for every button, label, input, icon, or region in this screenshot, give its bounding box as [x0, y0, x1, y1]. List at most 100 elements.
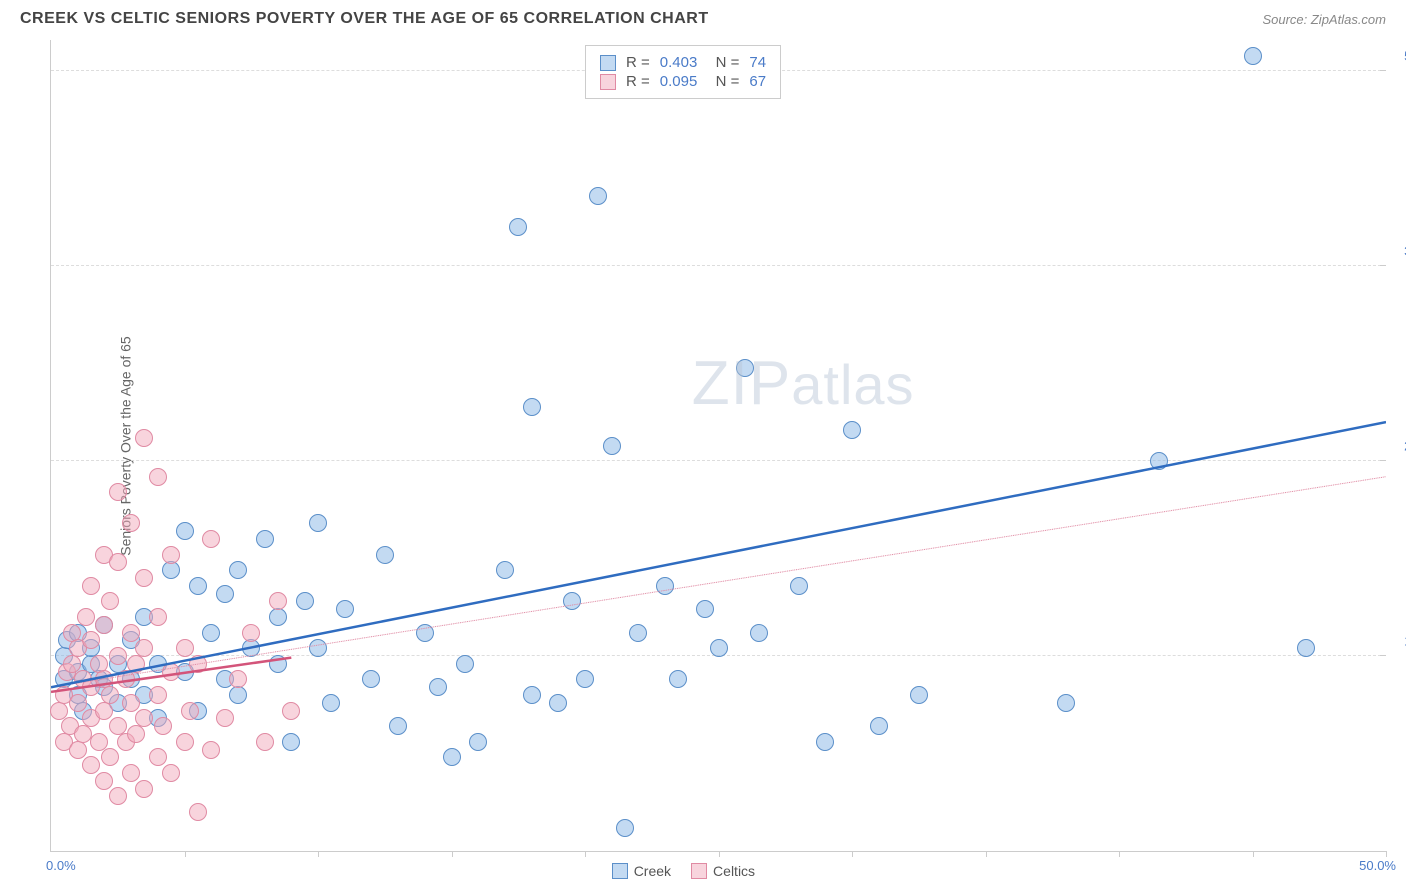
data-point-creek: [589, 187, 607, 205]
data-point-creek: [1057, 694, 1075, 712]
xtick: [585, 851, 586, 857]
data-point-creek: [790, 577, 808, 595]
data-point-celtics: [216, 709, 234, 727]
swatch-pink-icon: [691, 863, 707, 879]
xtick: [452, 851, 453, 857]
data-point-creek: [189, 577, 207, 595]
data-point-creek: [456, 655, 474, 673]
data-point-celtics: [202, 530, 220, 548]
bottom-legend: Creek Celtics: [612, 863, 755, 879]
xtick: [318, 851, 319, 857]
xtick: [719, 851, 720, 857]
data-point-creek: [469, 733, 487, 751]
data-point-creek: [216, 585, 234, 603]
data-point-celtics: [135, 709, 153, 727]
data-point-creek: [629, 624, 647, 642]
data-point-celtics: [101, 748, 119, 766]
data-point-celtics: [77, 608, 95, 626]
data-point-celtics: [109, 553, 127, 571]
data-point-creek: [1150, 452, 1168, 470]
data-point-creek: [523, 398, 541, 416]
data-point-celtics: [162, 764, 180, 782]
data-point-creek: [1244, 47, 1262, 65]
data-point-celtics: [149, 468, 167, 486]
data-point-creek: [269, 608, 287, 626]
data-point-creek: [603, 437, 621, 455]
data-point-creek: [616, 819, 634, 837]
data-point-creek: [389, 717, 407, 735]
data-point-creek: [229, 686, 247, 704]
xtick: [986, 851, 987, 857]
legend-item-celtics: Celtics: [691, 863, 755, 879]
data-point-creek: [296, 592, 314, 610]
legend-item-creek: Creek: [612, 863, 671, 879]
data-point-celtics: [135, 429, 153, 447]
data-point-celtics: [189, 655, 207, 673]
data-point-creek: [376, 546, 394, 564]
swatch-blue-icon: [612, 863, 628, 879]
x-axis-max: 50.0%: [1359, 858, 1396, 873]
data-point-celtics: [176, 733, 194, 751]
data-point-creek: [322, 694, 340, 712]
data-point-creek: [576, 670, 594, 688]
data-point-celtics: [149, 748, 167, 766]
data-point-celtics: [202, 741, 220, 759]
swatch-pink-icon: [600, 74, 616, 90]
data-point-creek: [910, 686, 928, 704]
data-point-creek: [1297, 639, 1315, 657]
data-point-creek: [202, 624, 220, 642]
data-point-celtics: [162, 546, 180, 564]
data-point-creek: [563, 592, 581, 610]
data-point-celtics: [189, 803, 207, 821]
data-point-celtics: [229, 670, 247, 688]
data-point-celtics: [82, 631, 100, 649]
data-point-celtics: [109, 787, 127, 805]
data-point-celtics: [149, 686, 167, 704]
data-point-celtics: [269, 592, 287, 610]
data-point-celtics: [122, 624, 140, 642]
chart-title: CREEK VS CELTIC SENIORS POVERTY OVER THE…: [20, 10, 709, 28]
xtick: [1386, 851, 1387, 857]
xtick: [1119, 851, 1120, 857]
data-point-creek: [229, 561, 247, 579]
stats-legend: R = 0.403 N = 74 R = 0.095 N = 67: [585, 45, 781, 99]
data-point-creek: [242, 639, 260, 657]
data-point-creek: [816, 733, 834, 751]
data-point-celtics: [117, 670, 135, 688]
scatter-chart: Seniors Poverty Over the Age of 65 12.5%…: [50, 40, 1386, 852]
data-point-creek: [362, 670, 380, 688]
data-point-celtics: [282, 702, 300, 720]
swatch-blue-icon: [600, 55, 616, 71]
data-point-creek: [309, 514, 327, 532]
data-point-creek: [429, 678, 447, 696]
data-point-creek: [710, 639, 728, 657]
gridline: [51, 265, 1386, 266]
data-point-creek: [549, 694, 567, 712]
data-point-creek: [843, 421, 861, 439]
data-point-celtics: [95, 772, 113, 790]
data-point-creek: [443, 748, 461, 766]
data-point-celtics: [149, 608, 167, 626]
data-point-creek: [696, 600, 714, 618]
data-point-creek: [656, 577, 674, 595]
data-point-celtics: [122, 514, 140, 532]
data-point-creek: [282, 733, 300, 751]
data-point-celtics: [95, 702, 113, 720]
source-attribution: Source: ZipAtlas.com: [1262, 12, 1386, 27]
xtick: [852, 851, 853, 857]
data-point-celtics: [242, 624, 260, 642]
data-point-celtics: [162, 663, 180, 681]
x-axis-min: 0.0%: [46, 858, 76, 873]
gridline: [51, 460, 1386, 461]
data-point-celtics: [135, 639, 153, 657]
data-point-celtics: [109, 483, 127, 501]
data-point-creek: [669, 670, 687, 688]
data-point-creek: [870, 717, 888, 735]
data-point-creek: [176, 522, 194, 540]
data-point-celtics: [109, 647, 127, 665]
data-point-celtics: [82, 756, 100, 774]
trendlines: [51, 40, 1386, 851]
data-point-creek: [750, 624, 768, 642]
data-point-celtics: [154, 717, 172, 735]
data-point-celtics: [69, 741, 87, 759]
